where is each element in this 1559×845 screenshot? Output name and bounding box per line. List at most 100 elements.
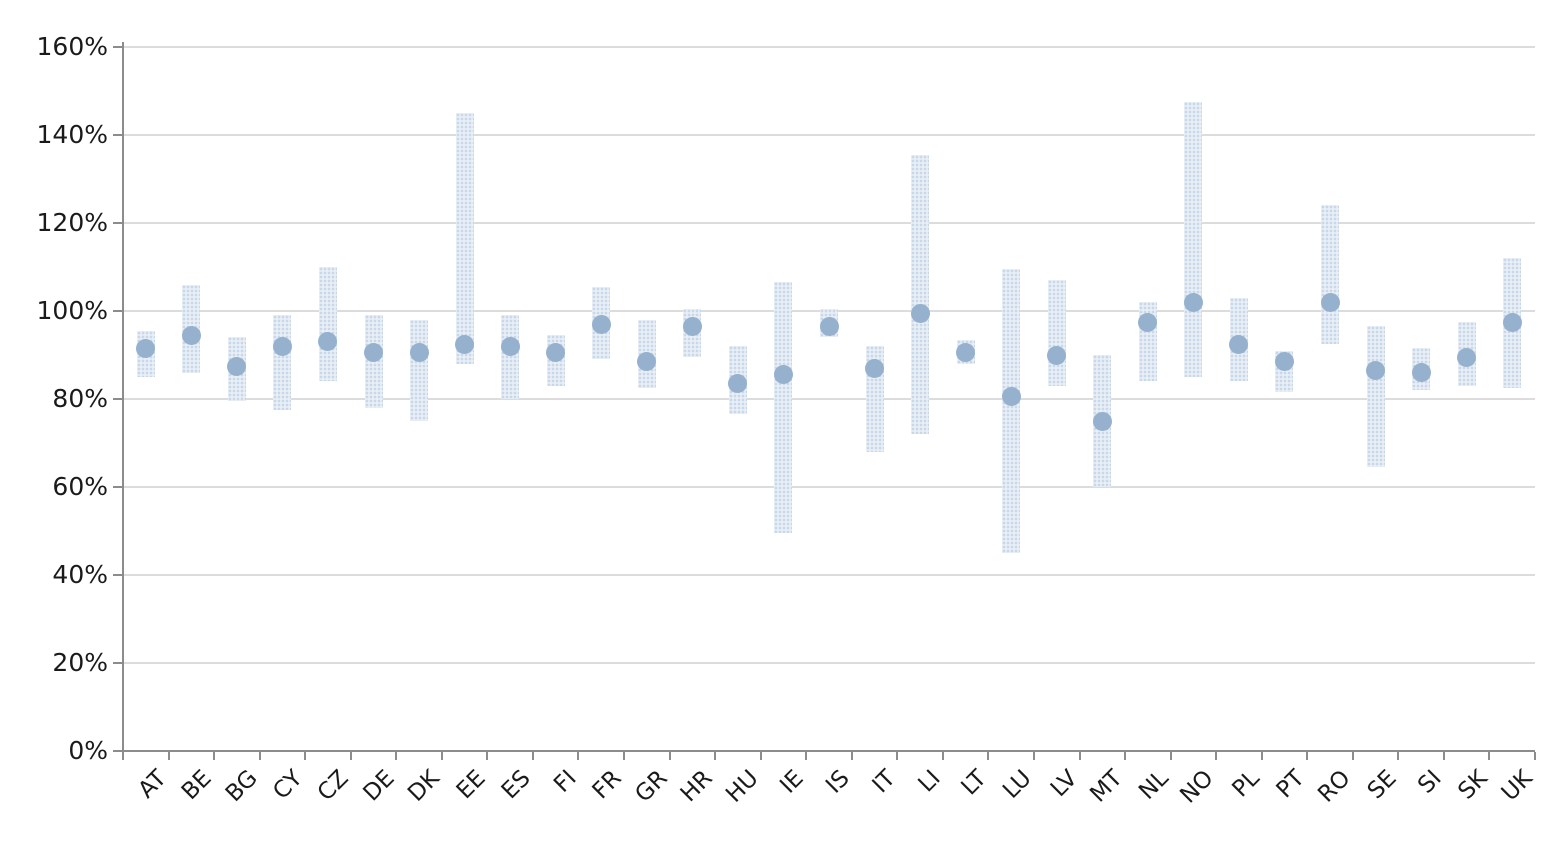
point-dot-UK	[1502, 312, 1522, 332]
y-axis-label: 60%	[52, 472, 108, 501]
range-bar-RO	[1321, 205, 1340, 344]
y-axis-label: 80%	[52, 384, 108, 413]
point-dot-IT	[865, 358, 885, 378]
x-axis-tick	[440, 752, 443, 760]
gridline-120%	[123, 222, 1535, 224]
point-dot-FR	[591, 314, 611, 334]
x-axis-tick	[668, 752, 671, 760]
point-dot-LT	[956, 343, 976, 363]
point-dot-EE	[455, 334, 475, 354]
y-axis-tick	[113, 134, 122, 136]
point-dot-DE	[364, 343, 384, 363]
x-axis-tick	[941, 752, 944, 760]
y-axis-tick	[113, 662, 122, 664]
range-bar-SE	[1366, 326, 1385, 468]
x-axis-tick	[577, 752, 580, 760]
point-dot-NL	[1138, 312, 1158, 332]
y-axis-tick	[113, 46, 122, 48]
x-axis-tick	[805, 752, 808, 760]
point-dot-PT	[1274, 352, 1294, 372]
x-axis-tick	[714, 752, 717, 760]
y-axis-label: 120%	[36, 208, 108, 237]
y-axis-tick	[113, 310, 122, 312]
x-axis-tick	[1351, 752, 1354, 760]
range-bar-LV	[1047, 280, 1066, 386]
x-axis-tick	[349, 752, 352, 760]
y-axis-label: 160%	[36, 32, 108, 61]
x-axis-tick	[1260, 752, 1263, 760]
point-dot-SE	[1366, 360, 1386, 380]
y-axis-tick	[113, 486, 122, 488]
point-dot-MT	[1092, 411, 1112, 431]
range-bar-CZ	[318, 267, 337, 382]
y-axis-label: 100%	[36, 296, 108, 325]
gridline-160%	[123, 46, 1535, 48]
x-axis-tick	[1215, 752, 1218, 760]
gridline-40%	[123, 574, 1535, 576]
range-bar-DK	[410, 319, 429, 421]
point-dot-LV	[1047, 345, 1067, 365]
point-dot-LI	[910, 303, 930, 323]
point-dot-IE	[773, 365, 793, 385]
y-axis-label: 140%	[36, 120, 108, 149]
point-dot-NO	[1183, 292, 1203, 312]
point-dot-DK	[409, 343, 429, 363]
y-axis-label: 40%	[52, 560, 108, 589]
y-axis-tick	[113, 750, 122, 752]
x-axis-tick	[896, 752, 899, 760]
point-dot-SK	[1457, 347, 1477, 367]
y-axis-tick	[113, 574, 122, 576]
gridline-140%	[123, 134, 1535, 136]
x-axis-tick	[987, 752, 990, 760]
point-dot-CZ	[318, 332, 338, 352]
x-axis-tick	[1488, 752, 1491, 760]
x-axis-tick	[531, 752, 534, 760]
point-dot-LU	[1001, 387, 1021, 407]
range-bar-ES	[501, 315, 520, 399]
y-axis-label: 0%	[68, 736, 108, 765]
y-axis-line	[122, 42, 124, 759]
point-dot-GR	[637, 352, 657, 372]
x-axis-tick	[623, 752, 626, 760]
point-dot-BE	[181, 325, 201, 345]
gridline-60%	[123, 486, 1535, 488]
point-dot-ES	[500, 336, 520, 356]
x-axis-tick	[1078, 752, 1081, 760]
point-dot-SI	[1411, 363, 1431, 383]
x-axis-tick	[850, 752, 853, 760]
point-dot-CY	[272, 336, 292, 356]
gridline-80%	[123, 398, 1535, 400]
x-axis-tick	[759, 752, 762, 760]
x-axis-tick	[258, 752, 261, 760]
x-axis-tick	[1032, 752, 1035, 760]
range-bar-IE	[774, 282, 793, 534]
x-axis-tick	[395, 752, 398, 760]
x-axis-tick	[1306, 752, 1309, 760]
point-dot-RO	[1320, 292, 1340, 312]
range-bar-LU	[1002, 269, 1021, 553]
x-axis-tick	[304, 752, 307, 760]
range-bar-CY	[273, 315, 292, 410]
x-axis-tick	[1169, 752, 1172, 760]
range-bar-NO	[1184, 102, 1203, 377]
x-axis-tick	[167, 752, 170, 760]
x-axis-tick	[1442, 752, 1445, 760]
y-axis-tick	[113, 398, 122, 400]
y-axis-label: 20%	[52, 648, 108, 677]
point-dot-BG	[227, 356, 247, 376]
x-axis-tick	[213, 752, 216, 760]
point-dot-FI	[546, 343, 566, 363]
x-axis-line	[123, 750, 1535, 752]
range-bar-LI	[911, 154, 930, 435]
point-dot-IS	[819, 316, 839, 336]
x-axis-tick	[1534, 752, 1536, 760]
x-axis-tick	[1124, 752, 1127, 760]
y-axis-tick	[113, 222, 122, 224]
point-dot-HU	[728, 374, 748, 394]
gridline-20%	[123, 662, 1535, 664]
point-dot-AT	[136, 338, 156, 358]
x-axis-tick	[122, 752, 124, 760]
x-axis-tick	[486, 752, 489, 760]
